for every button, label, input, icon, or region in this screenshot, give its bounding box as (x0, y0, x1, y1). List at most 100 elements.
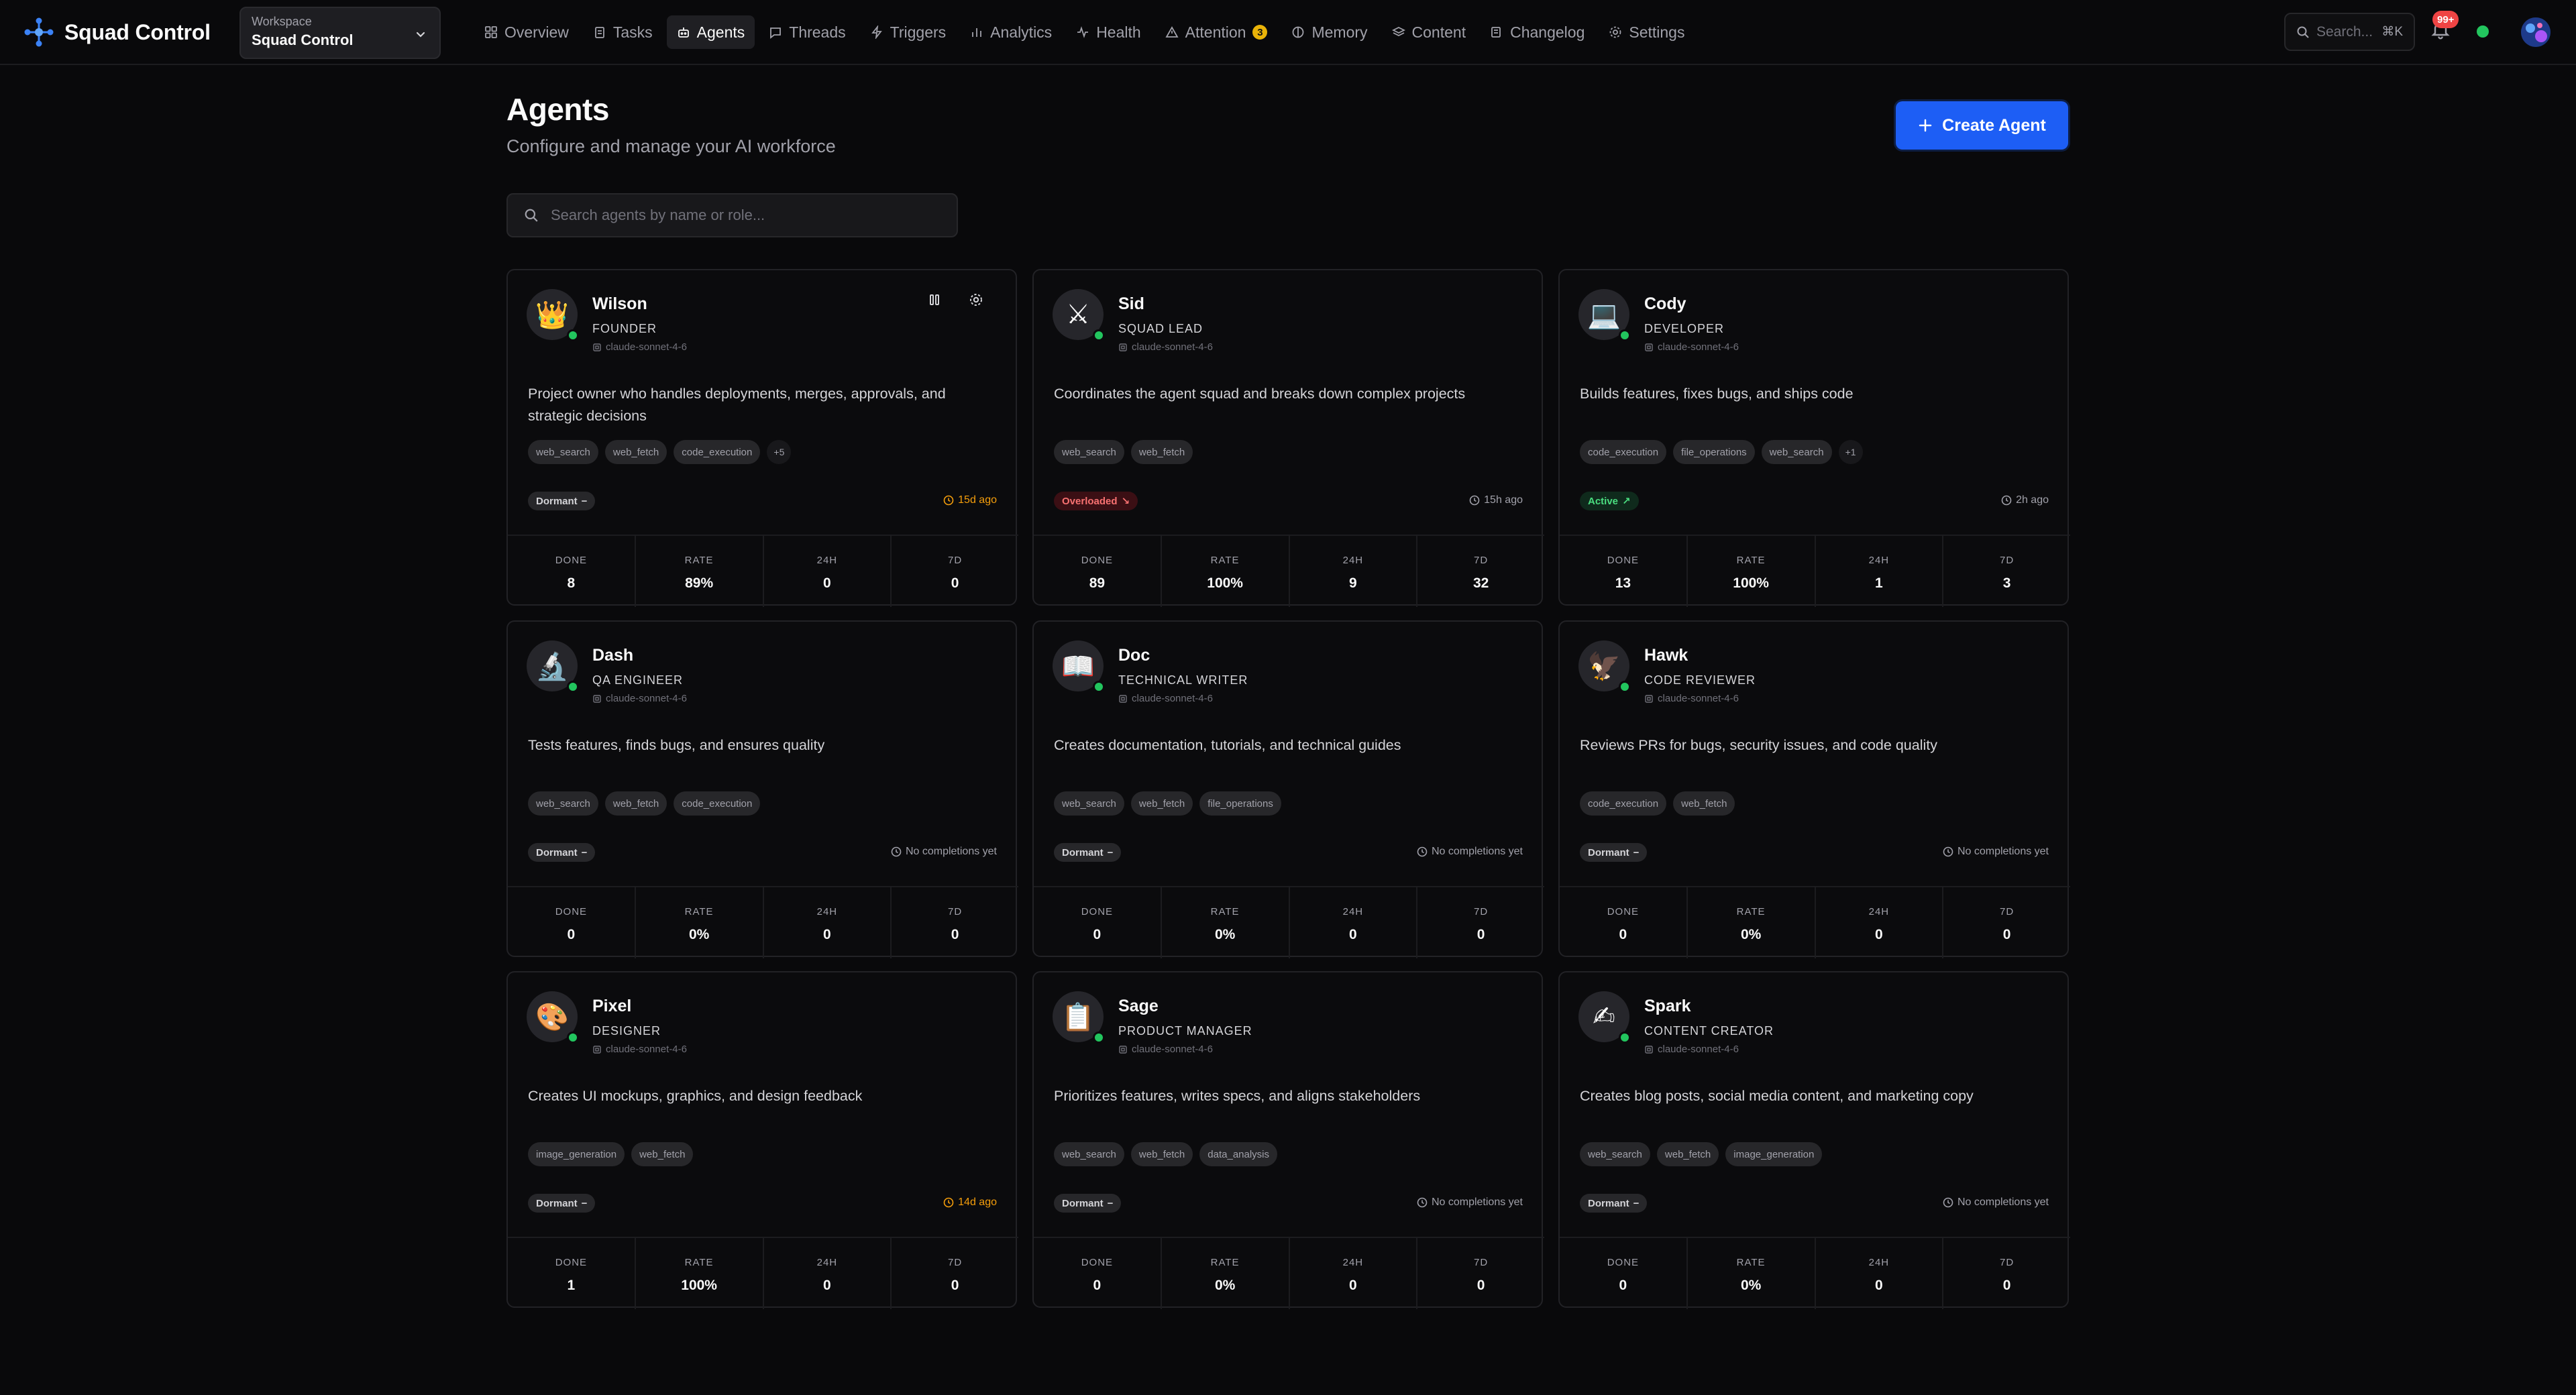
nav-triggers[interactable]: Triggers (860, 15, 957, 49)
agent-search-box (506, 193, 958, 237)
nav-analytics[interactable]: Analytics (960, 15, 1062, 49)
stat-rate: RATE 0% (1162, 1238, 1290, 1309)
stat-done: DONE 0 (1560, 1238, 1688, 1309)
stat-value: 32 (1472, 575, 1489, 591)
brand[interactable]: Squad Control (24, 17, 211, 47)
agent-search-input[interactable] (549, 206, 941, 225)
agent-stats: DONE 8 RATE 89% 24H 0 7D 0 (508, 535, 1018, 607)
stat-24h: 24H 9 (1290, 536, 1418, 607)
card-actions (927, 292, 983, 307)
last-completion: 15d ago (943, 494, 997, 506)
agent-status-label: Overloaded (1062, 495, 1118, 507)
online-status-dot (567, 1031, 579, 1044)
nav-agents[interactable]: Agents (666, 15, 755, 49)
workspace-selector[interactable]: Workspace Squad Control (239, 7, 441, 59)
agent-card[interactable]: 👑 Wilson FOUNDER claude-sonnet-4-6 Proje… (506, 269, 1018, 607)
agent-role: PRODUCT MANAGER (1118, 1024, 1252, 1038)
stat-value: 0% (1740, 927, 1762, 942)
agent-emoji: 🎨 (535, 1001, 569, 1033)
agent-name: Wilson (592, 294, 647, 313)
capability-tag: web_fetch (1656, 1142, 1719, 1166)
grid-icon (484, 25, 498, 39)
agent-status-badge: Overloaded ↘ (1054, 492, 1138, 510)
nav-threads[interactable]: Threads (759, 15, 855, 49)
last-completion: No completions yet (1943, 846, 2049, 858)
agent-card[interactable]: ⚔ Sid SQUAD LEAD claude-sonnet-4-6 Coord… (1032, 269, 1544, 607)
agent-card[interactable]: 📋 Sage PRODUCT MANAGER claude-sonnet-4-6… (1032, 971, 1544, 1309)
stat-label: RATE (684, 555, 714, 566)
stat-label: 24H (1342, 906, 1364, 917)
capability-tags: code_execution web_fetch (1580, 791, 1735, 816)
stat-value: 1 (567, 1278, 576, 1293)
capability-tag: web_search (1580, 1142, 1650, 1166)
nav-attention[interactable]: Attention 3 (1155, 15, 1278, 49)
user-avatar[interactable] (2521, 17, 2551, 47)
agent-card[interactable]: 🎨 Pixel DESIGNER claude-sonnet-4-6 Creat… (506, 971, 1018, 1309)
agent-card[interactable]: ✍ Spark CONTENT CREATOR claude-sonnet-4-… (1558, 971, 2070, 1309)
online-status-dot (1619, 1031, 1631, 1044)
status-trend-icon: − (581, 495, 588, 507)
stat-label: DONE (1081, 1257, 1114, 1268)
agent-model-name: claude-sonnet-4-6 (1658, 1044, 1739, 1055)
global-search-button[interactable]: Search... ⌘K (2284, 13, 2415, 51)
stat-rate: RATE 0% (1162, 887, 1290, 958)
create-agent-button[interactable]: Create Agent (1896, 101, 2068, 150)
agent-card[interactable]: 🦅 Hawk CODE REVIEWER claude-sonnet-4-6 R… (1558, 620, 2070, 958)
agent-role: SQUAD LEAD (1118, 322, 1203, 335)
agent-stats: DONE 89 RATE 100% 24H 9 7D 32 (1034, 535, 1544, 607)
pause-icon[interactable] (927, 292, 942, 307)
stat-done: DONE 89 (1034, 536, 1162, 607)
agent-card[interactable]: 📖 Doc TECHNICAL WRITER claude-sonnet-4-6… (1032, 620, 1544, 958)
stat-label: DONE (1607, 1257, 1640, 1268)
nav-label: Tasks (612, 23, 653, 41)
clock-icon (1943, 1197, 1953, 1208)
stat-24h: 24H 0 (764, 1238, 892, 1309)
stat-label: DONE (555, 555, 588, 566)
agent-model-name: claude-sonnet-4-6 (606, 693, 687, 704)
stat-value: 0 (823, 1278, 831, 1293)
stat-value: 0% (1214, 1278, 1236, 1293)
nav-health[interactable]: Health (1066, 15, 1150, 49)
stat-7d: 7D 0 (1943, 887, 2070, 958)
stat-value: 0 (1875, 927, 1883, 942)
stat-rate: RATE 0% (1688, 887, 1816, 958)
agent-model: claude-sonnet-4-6 (1118, 1044, 1213, 1055)
nav-overview[interactable]: Overview (474, 15, 579, 49)
agent-model-name: claude-sonnet-4-6 (606, 1044, 687, 1055)
layers-icon (1391, 25, 1405, 39)
agent-card[interactable]: 💻 Cody DEVELOPER claude-sonnet-4-6 Build… (1558, 269, 2070, 607)
stat-value: 0% (1214, 927, 1236, 942)
stat-done: DONE 0 (508, 887, 636, 958)
agent-description: Builds features, fixes bugs, and ships c… (1580, 386, 1854, 402)
nav-tasks[interactable]: Tasks (583, 15, 663, 49)
nav-label: Memory (1311, 23, 1368, 41)
clock-icon (943, 1197, 954, 1208)
cpu-icon (1644, 694, 1654, 704)
stat-value: 0 (1093, 927, 1102, 942)
agent-status-badge: Dormant − (528, 843, 596, 862)
more-tags-count[interactable]: +5 (767, 440, 792, 464)
agent-name: Hawk (1644, 646, 1688, 665)
capability-tag: web_search (1054, 440, 1124, 464)
agent-status-badge: Dormant − (528, 492, 596, 510)
more-tags-count[interactable]: +1 (1838, 440, 1863, 464)
nav-content[interactable]: Content (1382, 15, 1477, 49)
nav-memory[interactable]: Memory (1281, 15, 1377, 49)
gear-icon[interactable] (969, 292, 983, 307)
capability-tag: web_search (528, 791, 598, 816)
stat-done: DONE 0 (1034, 887, 1162, 958)
stat-label: 7D (2000, 555, 2015, 566)
nav-changelog[interactable]: Changelog (1480, 15, 1595, 49)
capability-tag: image_generation (528, 1142, 625, 1166)
nav-label: Agents (696, 23, 745, 41)
last-completion: No completions yet (891, 846, 997, 858)
nav-settings[interactable]: Settings (1599, 15, 1695, 49)
capability-tag: code_execution (674, 440, 761, 464)
capability-tag: image_generation (1725, 1142, 1823, 1166)
cpu-icon (592, 1045, 602, 1054)
stat-7d: 7D 0 (892, 887, 1018, 958)
agent-card[interactable]: 🔬 Dash QA ENGINEER claude-sonnet-4-6 Tes… (506, 620, 1018, 958)
stat-rate: RATE 0% (636, 887, 764, 958)
activity-icon (1076, 25, 1089, 39)
clock-icon (1469, 495, 1480, 506)
